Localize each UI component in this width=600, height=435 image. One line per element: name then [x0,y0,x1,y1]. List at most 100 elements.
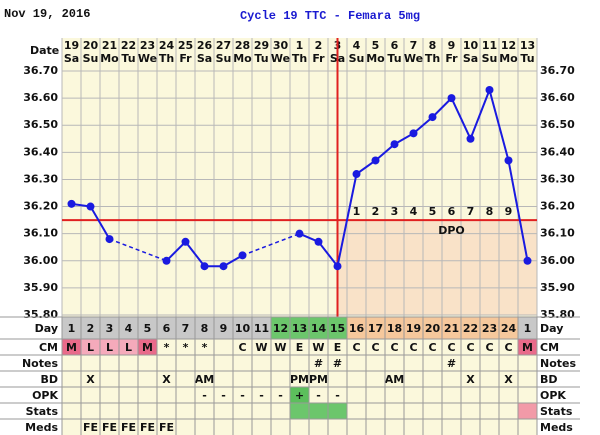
temp-point [523,256,532,265]
cell-text: + [295,389,304,402]
cell-bg [308,402,329,420]
cell-text: 17 [368,322,383,335]
dpo-label: 8 [486,205,494,218]
y-tick-label: 36.40 [23,145,58,158]
cell-text: M [66,341,77,354]
cell-text: FE [102,421,117,434]
cell-text: 8 [201,322,209,335]
cell-text: * [202,341,208,354]
cell-text: L [106,341,113,354]
temp-point [504,156,513,165]
luteal-bg [337,220,537,315]
weekday-label: Mo [233,52,252,65]
date-label: 8 [429,39,437,52]
temp-point [409,129,418,138]
cell-text: AM [385,373,404,386]
weekday-label: We [271,52,290,65]
cell-text: * [164,341,170,354]
cell-text: W [274,341,286,354]
row-label-right: BD [540,373,558,386]
weekday-label: Sa [64,52,79,65]
cell-text: 20 [425,322,441,335]
cell-text: M [522,341,533,354]
date-label: 6 [391,39,399,52]
temp-point [295,229,304,238]
cell-bg [517,402,538,420]
cell-text: C [504,341,512,354]
cell-text: X [162,373,171,386]
y-tick-label-right: 36.70 [540,64,575,77]
cell-text: - [221,389,226,402]
cell-text: C [409,341,417,354]
row-label-right: OPK [540,389,566,402]
dpo-label: 9 [505,205,513,218]
weekday-label: Sa [197,52,212,65]
row-label-right: Notes [540,357,576,370]
date-label: 22 [121,39,136,52]
weekday-label: Mo [499,52,518,65]
date-label: 19 [64,39,79,52]
cell-text: 1 [524,322,532,335]
date-label: 2 [315,39,323,52]
cell-text: 18 [387,322,402,335]
row-bg [62,371,537,387]
cell-text: FE [159,421,174,434]
date-label: 27 [216,39,231,52]
date-label: 28 [235,39,250,52]
weekday-label: Fr [445,52,458,65]
cell-text: 9 [220,322,228,335]
cell-text: - [259,389,264,402]
cell-text: 4 [125,322,133,335]
cell-text: C [447,341,455,354]
date-label: 13 [520,39,535,52]
cell-text: * [183,341,189,354]
cell-text: C [466,341,474,354]
cell-text: 14 [311,322,327,335]
row-bg [62,355,537,371]
row-label: Notes [22,357,58,370]
date-label: 23 [140,39,155,52]
date-label: 25 [178,39,193,52]
chart-title: Cycle 19 TTC - Femara 5mg [240,9,420,23]
date-label: 11 [482,39,497,52]
cell-text: PM [309,373,328,386]
date-label: 1 [296,39,304,52]
y-tick-label: 36.30 [23,172,58,185]
cell-text: 10 [235,322,251,335]
cell-text: FE [140,421,155,434]
y-tick-label-right: 36.30 [540,172,575,185]
cell-text: W [255,341,267,354]
row-label-right: CM [540,341,559,354]
y-tick-label: 36.70 [23,64,58,77]
y-tick-label-right: 36.60 [540,91,575,104]
y-tick-label: 36.50 [23,118,58,131]
temp-point [371,156,380,165]
temp-point [485,85,494,94]
date-label: 24 [159,39,175,52]
row-label-right: Day [540,322,563,335]
weekday-label: Sa [463,52,478,65]
dpo-label: 5 [429,205,437,218]
row-label-right: Meds [540,421,573,434]
cell-text: W [312,341,324,354]
row-label: BD [40,373,58,386]
cell-text: FE [121,421,136,434]
weekday-label: Th [292,52,307,65]
y-tick-label: 36.60 [23,91,58,104]
cell-text: E [334,341,342,354]
dpo-title: DPO [438,224,465,237]
row-label: OPK [32,389,58,402]
date-label: 12 [501,39,516,52]
dpo-label: 2 [372,205,380,218]
weekday-label: Th [425,52,440,65]
weekday-label: We [404,52,423,65]
weekday-label: Tu [387,52,401,65]
temp-point [238,251,247,260]
weekday-label: Su [83,52,99,65]
cell-text: # [333,357,342,370]
weekday-label: Tu [254,52,268,65]
cell-text: PM [290,373,309,386]
cell-text: 3 [106,322,114,335]
